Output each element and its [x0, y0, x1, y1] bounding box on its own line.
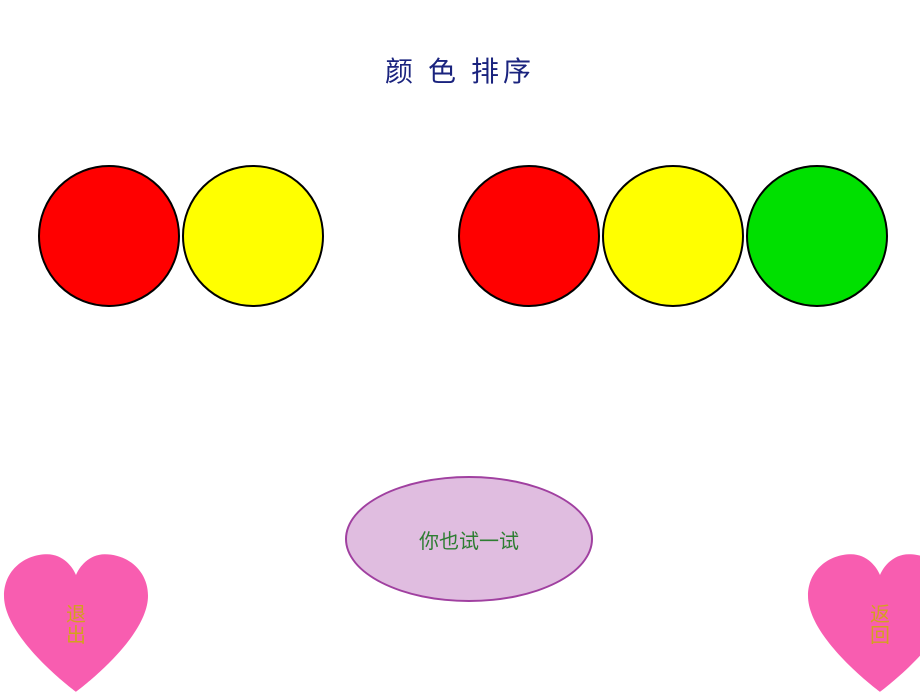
color-circle-2[interactable] [458, 165, 600, 307]
color-circle-1[interactable] [182, 165, 324, 307]
back-button[interactable]: 返 回 [800, 548, 920, 698]
try-it-label: 你也试一试 [419, 525, 519, 554]
color-circle-0[interactable] [38, 165, 180, 307]
back-label: 返 回 [870, 605, 890, 647]
color-circle-4[interactable] [746, 165, 888, 307]
heart-icon [800, 548, 920, 698]
circles-container [0, 165, 920, 315]
exit-label: 退 出 [66, 605, 86, 647]
page-title: 颜 色 排序 [385, 50, 535, 90]
color-circle-3[interactable] [602, 165, 744, 307]
try-it-button[interactable]: 你也试一试 [345, 476, 593, 602]
exit-button[interactable]: 退 出 [0, 548, 156, 698]
